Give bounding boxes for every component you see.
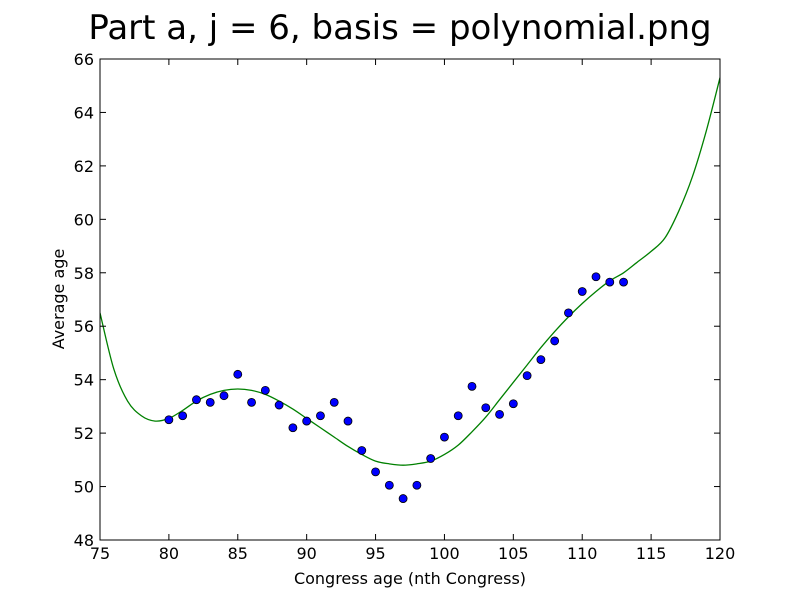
data-point xyxy=(522,371,532,381)
y-axis-label: Average age xyxy=(49,249,68,350)
chart-title: Part a, j = 6, basis = polynomial.png xyxy=(88,8,711,48)
data-point xyxy=(605,277,615,287)
y-tick-label: 52 xyxy=(74,424,94,443)
x-tick-label: 115 xyxy=(636,544,667,563)
data-point xyxy=(577,287,587,296)
data-point xyxy=(357,446,367,455)
y-tick-label: 66 xyxy=(74,50,94,69)
x-axis-label: Congress age (nth Congress) xyxy=(294,569,526,588)
data-point xyxy=(219,391,229,401)
data-point xyxy=(343,416,353,426)
y-tick-label: 58 xyxy=(74,264,94,283)
x-tick-label: 90 xyxy=(296,544,316,563)
data-point xyxy=(178,411,188,421)
x-tick-label: 80 xyxy=(159,544,179,563)
data-point xyxy=(426,454,436,463)
y-tick-label: 56 xyxy=(74,317,94,336)
data-point xyxy=(233,369,243,379)
data-point xyxy=(316,411,325,421)
plot-area xyxy=(100,77,720,503)
x-tick-label: 105 xyxy=(498,544,529,563)
data-point xyxy=(164,415,174,425)
data-point xyxy=(371,467,380,477)
data-point xyxy=(495,410,504,419)
data-point xyxy=(550,336,560,346)
data-point xyxy=(384,480,394,490)
y-tick-label: 64 xyxy=(74,103,94,122)
y-tick-label: 54 xyxy=(74,371,94,390)
data-point xyxy=(412,480,422,490)
fit-curve xyxy=(100,77,720,466)
x-tick-label: 120 xyxy=(705,544,736,563)
y-tick-label: 62 xyxy=(74,157,94,176)
data-point xyxy=(481,403,491,413)
x-tick-label: 85 xyxy=(228,544,248,563)
data-point xyxy=(205,397,215,407)
data-point xyxy=(274,400,284,410)
x-tick-label: 100 xyxy=(429,544,460,563)
data-point xyxy=(591,272,601,282)
data-point xyxy=(247,397,256,407)
data-point xyxy=(536,355,546,365)
data-point xyxy=(398,494,408,503)
x-tick-label: 95 xyxy=(365,544,385,563)
y-tick-label: 48 xyxy=(74,531,94,550)
data-point xyxy=(508,399,518,409)
data-point xyxy=(329,397,339,407)
data-point xyxy=(302,416,312,426)
axis-ticks: 75 80 85 90 95 100 105 110 115 120 48 50 52 54 56 58 60 6… xyxy=(74,50,736,563)
data-point xyxy=(260,385,270,395)
data-point xyxy=(288,423,298,433)
plot-frame xyxy=(99,58,721,541)
x-tick-label: 75 xyxy=(90,544,110,563)
y-tick-label: 60 xyxy=(74,210,94,229)
y-tick-label: 50 xyxy=(74,478,94,497)
data-point xyxy=(440,432,449,442)
data-point xyxy=(192,395,201,405)
data-point xyxy=(453,411,463,421)
data-point xyxy=(564,308,573,318)
data-point xyxy=(619,277,628,287)
data-point xyxy=(467,381,477,391)
x-tick-label: 110 xyxy=(567,544,598,563)
